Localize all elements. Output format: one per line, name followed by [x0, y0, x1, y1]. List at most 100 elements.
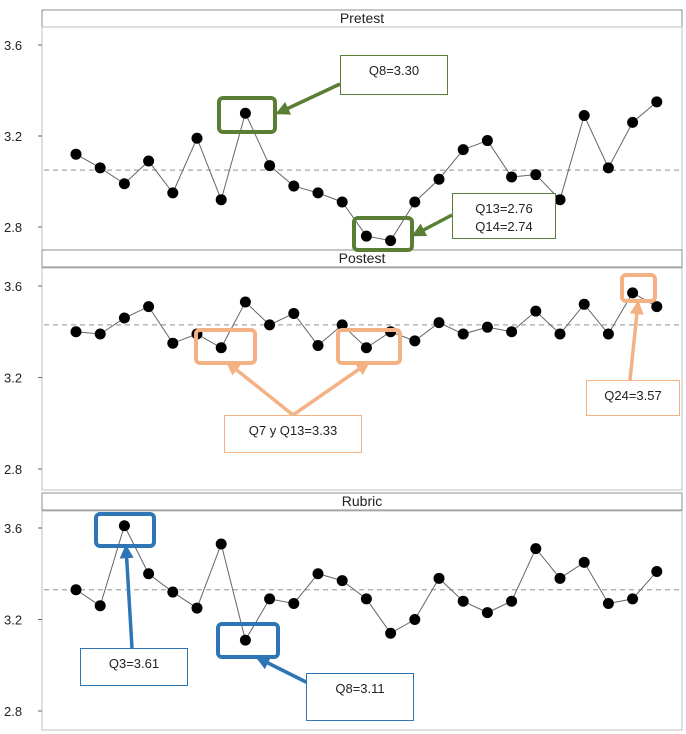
data-point [312, 568, 324, 580]
data-point [385, 235, 397, 247]
data-point [264, 593, 276, 605]
data-point [627, 116, 639, 128]
annotation [194, 328, 402, 417]
data-point [70, 584, 82, 596]
data-point [167, 187, 179, 199]
data-point [627, 287, 639, 299]
data-point [118, 312, 130, 324]
annotation-label: Q8=3.11 [306, 673, 414, 721]
data-point [312, 187, 324, 199]
data-point [360, 230, 372, 242]
data-point [554, 328, 566, 340]
highlight-box [216, 622, 280, 659]
data-point [554, 194, 566, 206]
data-point [602, 162, 614, 174]
data-point [191, 132, 203, 144]
data-point [336, 196, 348, 208]
y-tick-label: 2.8 [4, 220, 22, 235]
highlight-box [194, 328, 257, 365]
annotation [94, 512, 156, 649]
annotation-label: Q24=3.57 [586, 380, 680, 416]
data-point [506, 171, 518, 183]
annotation-label: Q3=3.61 [80, 648, 188, 686]
y-tick-label: 3.6 [4, 521, 22, 536]
data-point [506, 326, 518, 338]
data-point [360, 342, 372, 354]
data-point [167, 337, 179, 349]
data-point [481, 607, 493, 619]
annotation-arrow [225, 361, 295, 417]
data-point [143, 301, 155, 313]
data-point [409, 335, 421, 347]
y-tick-label: 2.8 [4, 462, 22, 477]
data-point [457, 595, 469, 607]
annotation-text-line: Q8=3.30 [368, 63, 420, 78]
data-point [602, 328, 614, 340]
data-point [433, 317, 445, 329]
data-point [191, 602, 203, 614]
panel-title: Rubric [342, 493, 382, 509]
data-point [264, 160, 276, 172]
data-point [94, 162, 106, 174]
annotation-arrow [628, 300, 644, 381]
annotation-text-line: Q24=3.57 [604, 388, 662, 403]
annotation-text-line: Q8=3.11 [335, 681, 385, 696]
data-point [433, 173, 445, 185]
data-point [70, 148, 82, 160]
annotation-arrow [275, 82, 341, 115]
annotation-label: Q8=3.30 [340, 55, 448, 95]
annotation-text-line: Q7 y Q13=3.33 [248, 423, 338, 438]
data-point [312, 339, 324, 351]
annotation-arrow [119, 544, 134, 649]
data-point [167, 586, 179, 598]
data-point [264, 319, 276, 331]
annotation [352, 213, 453, 252]
data-point [215, 538, 227, 550]
panel-title-band [41, 492, 683, 511]
data-point [288, 307, 300, 319]
annotation-text-line: Q3=3.61 [108, 656, 160, 671]
annotation-label: Q13=2.76 Q14=2.74 [452, 193, 556, 239]
data-point [215, 194, 227, 206]
data-point [409, 196, 421, 208]
data-point [215, 342, 227, 354]
data-point [118, 520, 130, 532]
data-point [530, 169, 542, 181]
panel-postest: Postest 2.8 3.2 3.6 [4, 249, 683, 491]
data-point [457, 144, 469, 156]
data-point [578, 110, 590, 122]
data-point [143, 155, 155, 167]
data-point [530, 543, 542, 555]
data-point [385, 627, 397, 639]
y-tick-label: 3.2 [4, 613, 22, 628]
panel-pretest: Pretest 2.8 3.2 3.6 [4, 9, 683, 251]
data-point [578, 298, 590, 310]
annotation-arrow [292, 361, 371, 417]
data-point [481, 135, 493, 147]
annotation [620, 273, 657, 381]
data-point [239, 634, 251, 646]
data-point [239, 107, 251, 119]
panel-title: Pretest [340, 10, 384, 26]
data-point [602, 597, 614, 609]
data-point [360, 593, 372, 605]
data-point [118, 178, 130, 190]
data-point [94, 328, 106, 340]
data-point [481, 321, 493, 333]
data-point [239, 296, 251, 308]
annotation-arrow [411, 213, 453, 237]
data-point [651, 96, 663, 108]
data-point [651, 565, 663, 577]
data-point [143, 568, 155, 580]
data-point [409, 614, 421, 625]
annotation-text-line: Q14=2.74 [475, 219, 533, 234]
annotation-text-line: Q13=2.76 [475, 201, 533, 216]
y-tick-label: 3.6 [4, 279, 22, 294]
data-point [288, 180, 300, 192]
data-point [457, 328, 469, 340]
annotation [217, 82, 341, 134]
y-tick-label: 2.8 [4, 704, 22, 719]
data-point [288, 597, 300, 609]
data-point [336, 575, 348, 587]
